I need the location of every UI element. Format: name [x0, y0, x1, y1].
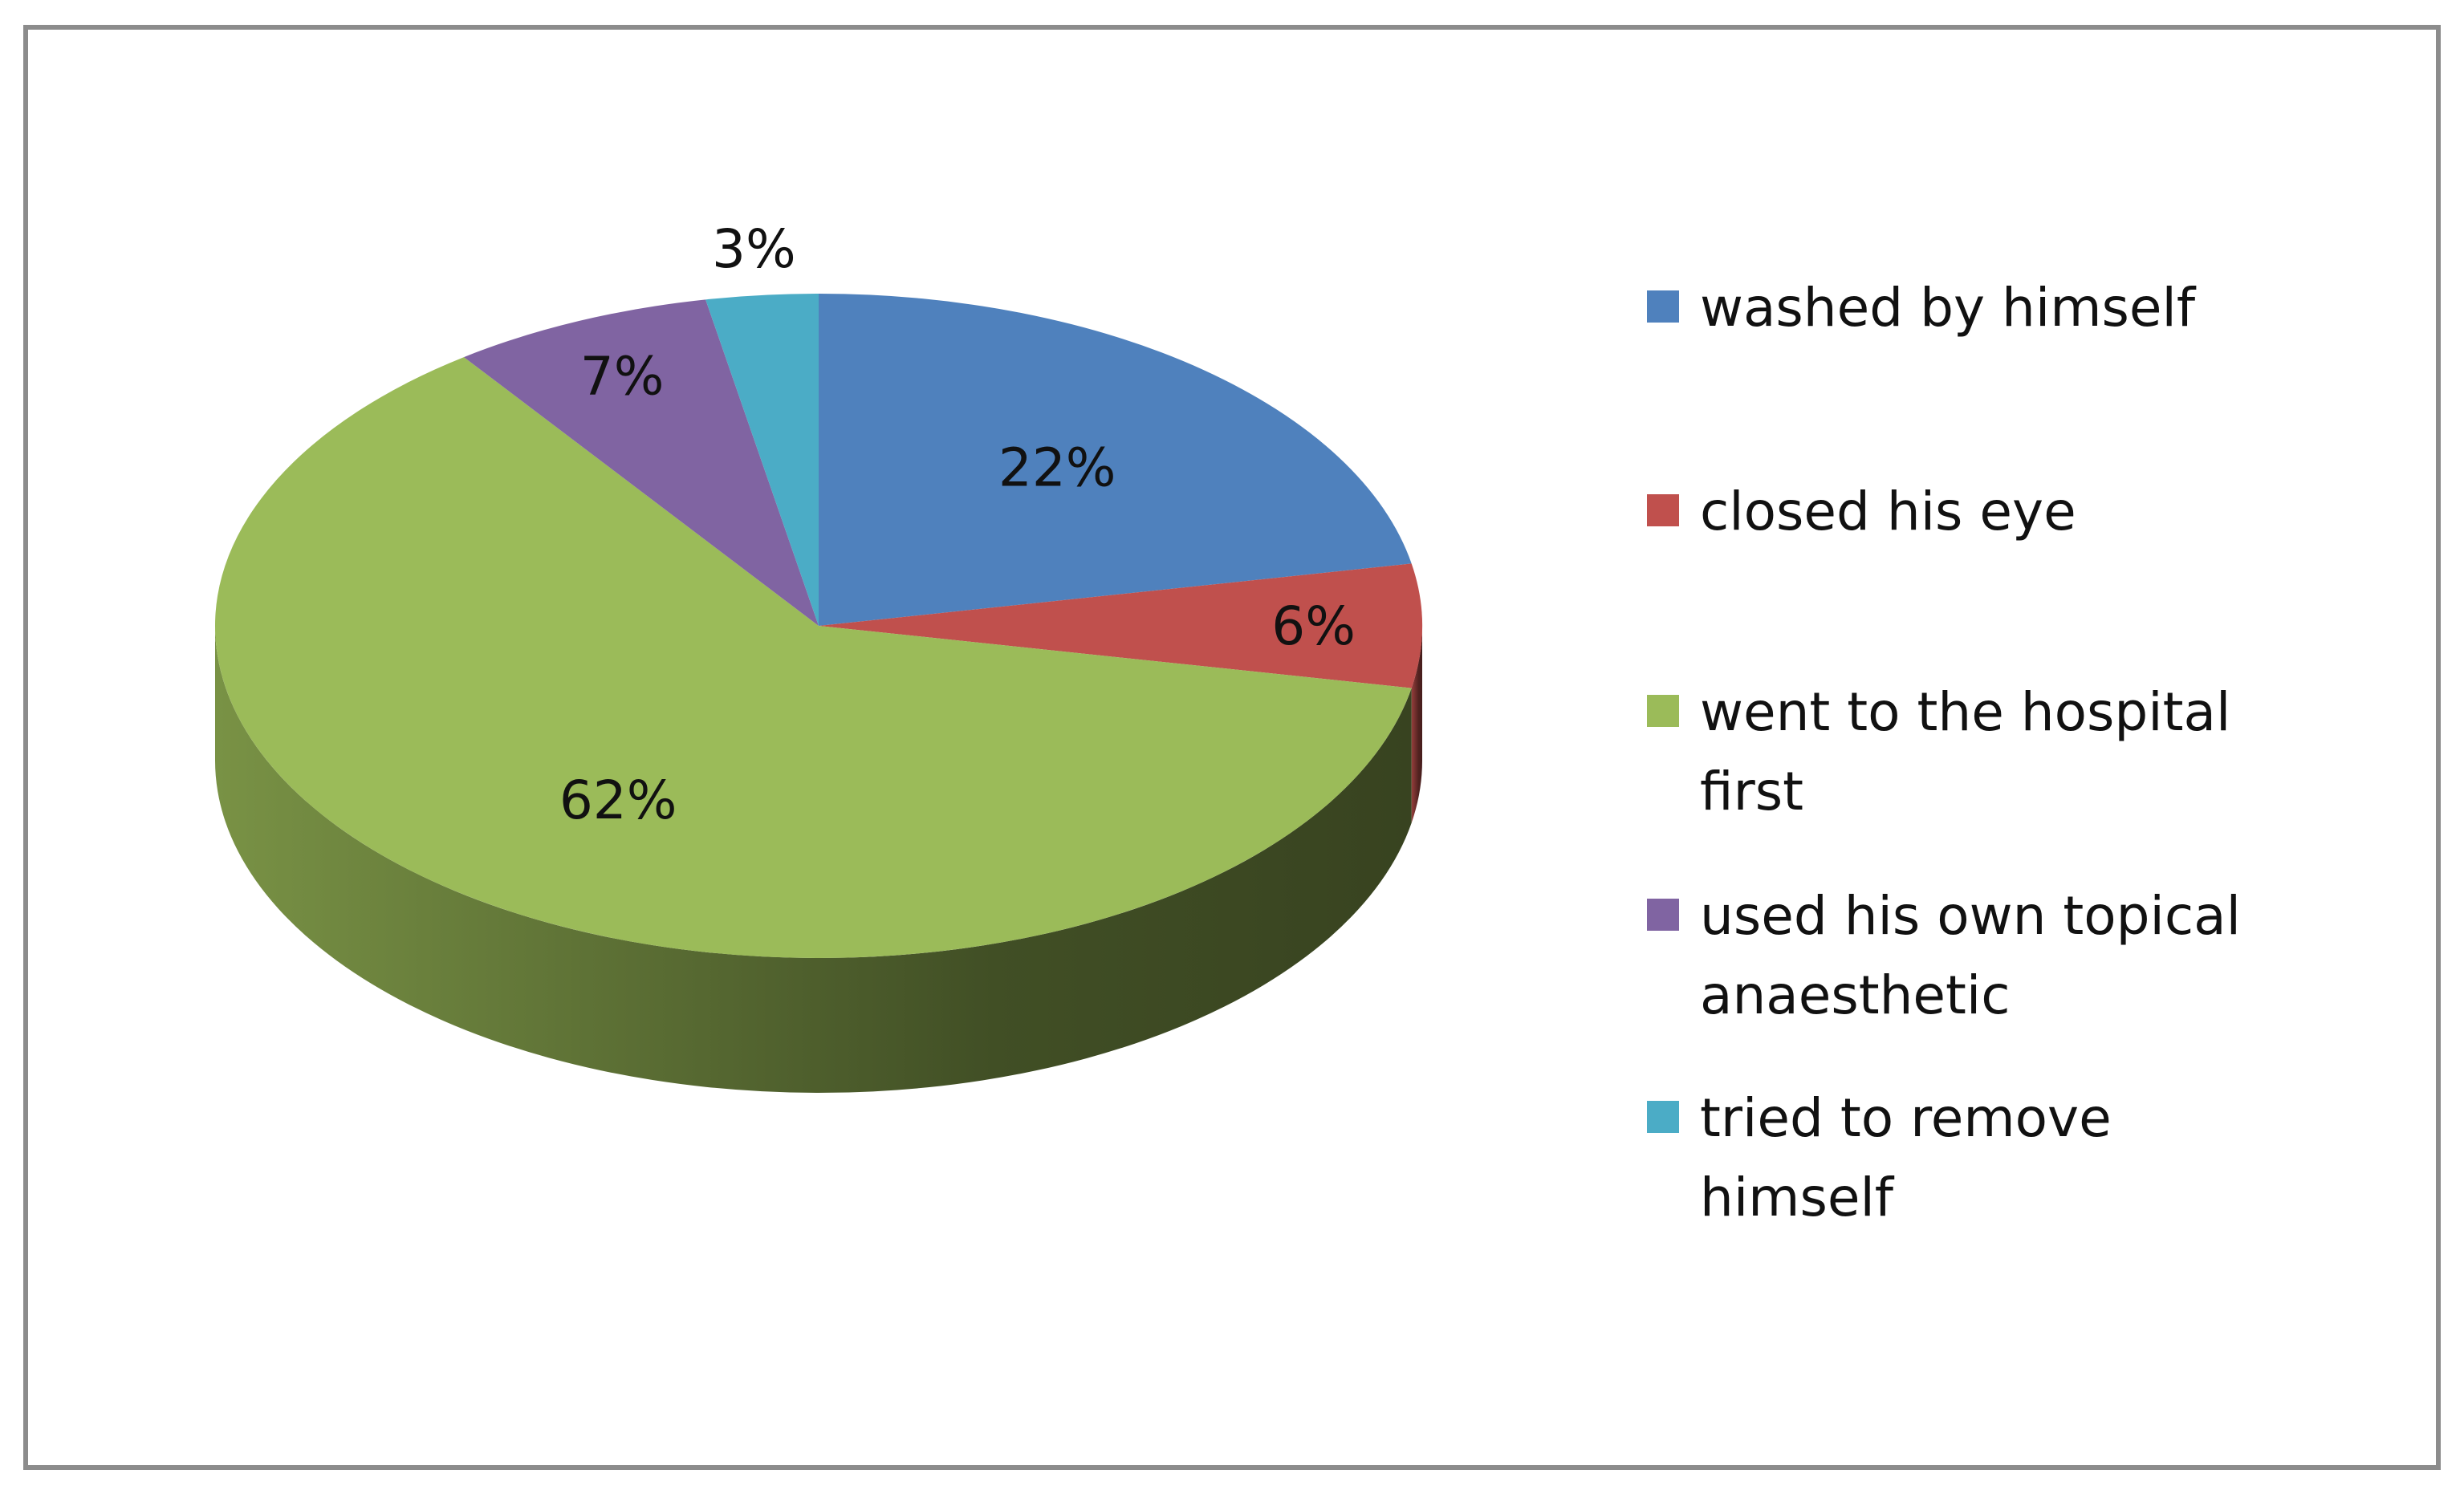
pie-slice-went-to-the-hospital-first — [215, 357, 1412, 958]
legend-label: washed by himself — [1700, 277, 2197, 339]
legend-swatch — [1647, 1101, 1679, 1133]
legend-swatch — [1647, 494, 1679, 526]
legend-swatch — [1647, 695, 1679, 727]
legend-item-went-to-the-hospital-first: went to the hospital first — [1647, 681, 2230, 822]
legend-label: used his own topical anaesthetic — [1700, 885, 2241, 1026]
legend-label: closed his eye — [1700, 481, 2076, 542]
legend-item-washed-by-himself: washed by himself — [1647, 277, 2197, 339]
legend-item-tried-to-remove-himself: tried to remove himself — [1647, 1087, 2112, 1228]
legend: washed by himself closed his eye went to t… — [1647, 277, 2241, 1228]
data-label-tried-to-remove-himself: 3% — [712, 218, 796, 280]
data-label-group: 22% 6% 62% 7% 3% — [559, 218, 1356, 831]
pie-slice-washed-by-himself — [819, 294, 1412, 626]
legend-item-closed-his-eye: closed his eye — [1647, 481, 2076, 542]
legend-item-used-his-own-topical-anaesthetic: used his own topical anaesthetic — [1647, 885, 2241, 1026]
pie-side-went-to-the-hospital-first — [214, 626, 1412, 1093]
pie-side-closed-his-eye — [1411, 626, 1422, 823]
legend-swatch — [1647, 899, 1679, 931]
data-label-went-to-the-hospital-first: 62% — [559, 769, 677, 831]
pie-slice-used-his-own-topical-anaesthetic — [463, 299, 819, 626]
data-label-closed-his-eye: 6% — [1271, 595, 1356, 657]
legend-label: tried to remove himself — [1700, 1087, 2112, 1228]
data-label-washed-by-himself: 22% — [998, 436, 1116, 498]
legend-swatch — [1647, 290, 1679, 323]
pie-slice-closed-his-eye — [819, 563, 1423, 688]
pie-group — [214, 294, 1423, 1093]
data-label-used-his-own-topical-anaesthetic: 7% — [580, 346, 665, 408]
pie-slice-tried-to-remove-himself — [705, 294, 819, 626]
legend-label: went to the hospital first — [1700, 681, 2230, 822]
